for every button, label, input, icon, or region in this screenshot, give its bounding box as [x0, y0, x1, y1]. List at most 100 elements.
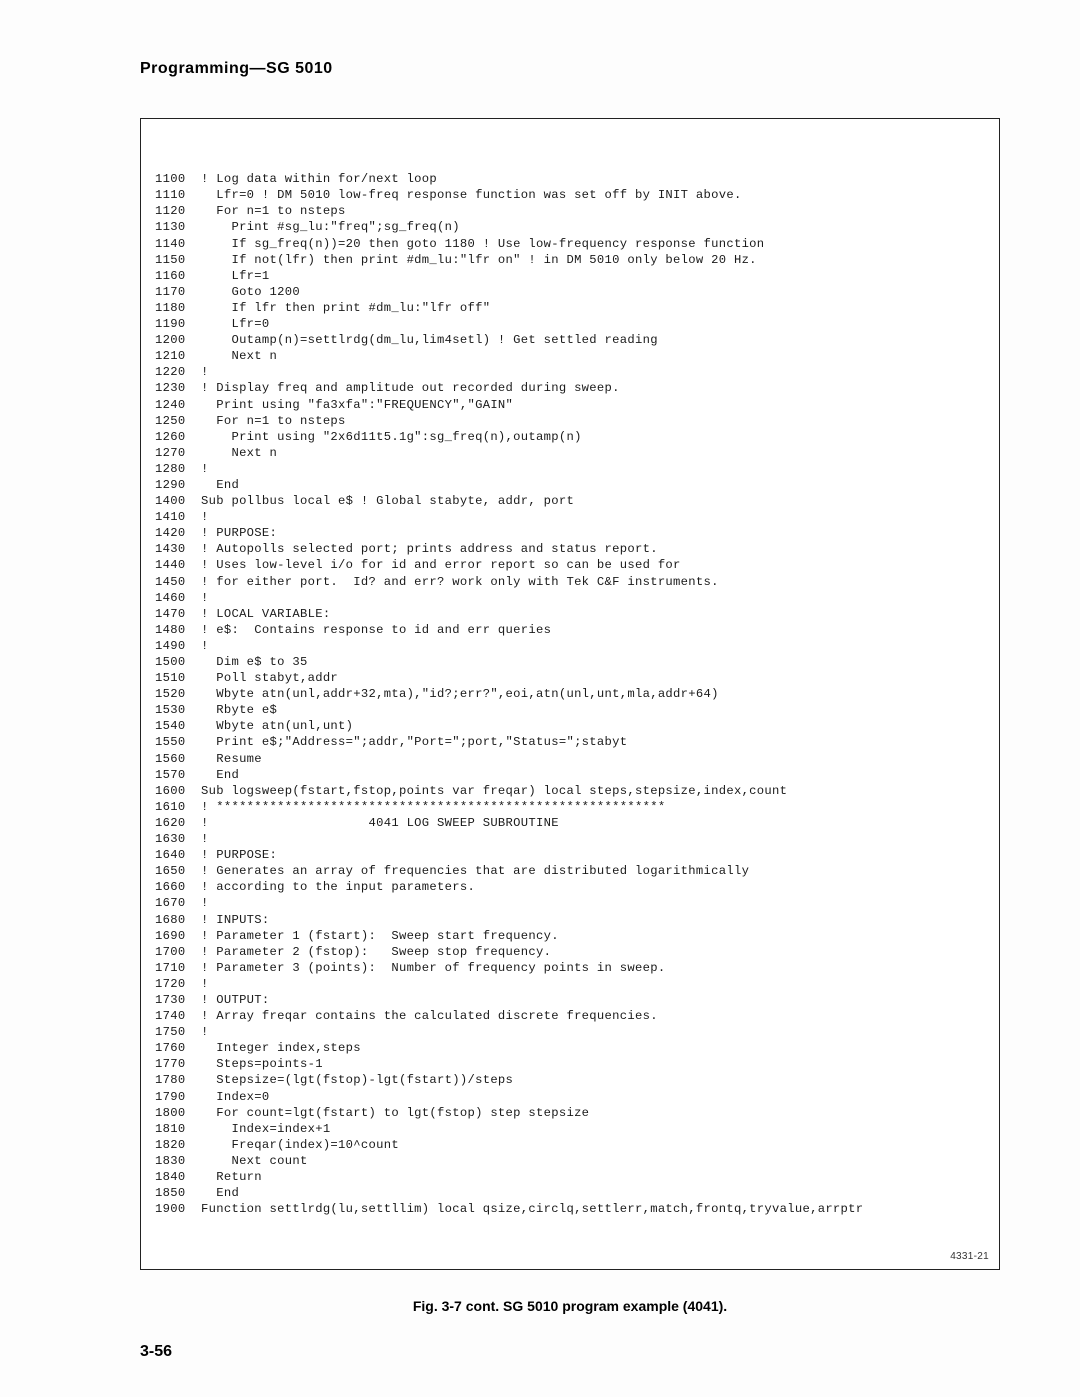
- code-line: 1700! Parameter 2 (fstop): Sweep stop fr…: [155, 944, 985, 960]
- line-number: 1420: [155, 525, 201, 541]
- line-number: 1150: [155, 252, 201, 268]
- code-listing: 1100! Log data within for/next loop1110 …: [140, 118, 1000, 1270]
- code-line: 1510 Poll stabyt,addr: [155, 670, 985, 686]
- code-line: 1810 Index=index+1: [155, 1121, 985, 1137]
- line-text: Freqar(index)=10^count: [201, 1138, 399, 1152]
- line-text: Print using "2x6d11t5.1g":sg_freq(n),out…: [201, 430, 582, 444]
- code-line: 1280!: [155, 461, 985, 477]
- line-number: 1560: [155, 751, 201, 767]
- line-text: ! Array freqar contains the calculated d…: [201, 1009, 658, 1023]
- code-line: 1210 Next n: [155, 348, 985, 364]
- line-text: !: [201, 462, 209, 476]
- line-text: For n=1 to nsteps: [201, 414, 346, 428]
- line-number: 1500: [155, 654, 201, 670]
- line-number: 1470: [155, 606, 201, 622]
- line-text: Next n: [201, 349, 277, 363]
- code-line: 1830 Next count: [155, 1153, 985, 1169]
- line-number: 1410: [155, 509, 201, 525]
- line-text: ! Uses low-level i/o for id and error re…: [201, 558, 681, 572]
- line-number: 1220: [155, 364, 201, 380]
- line-text: Stepsize=(lgt(fstop)-lgt(fstart))/steps: [201, 1073, 513, 1087]
- line-number: 1520: [155, 686, 201, 702]
- code-line: 1270 Next n: [155, 445, 985, 461]
- line-text: ! Parameter 2 (fstop): Sweep stop freque…: [201, 945, 551, 959]
- line-number: 1170: [155, 284, 201, 300]
- line-number: 1640: [155, 847, 201, 863]
- line-text: ! Parameter 1 (fstart): Sweep start freq…: [201, 929, 559, 943]
- line-text: ! Log data within for/next loop: [201, 172, 437, 186]
- line-number: 1850: [155, 1185, 201, 1201]
- code-line: 1620! 4041 LOG SWEEP SUBROUTINE: [155, 815, 985, 831]
- line-number: 1120: [155, 203, 201, 219]
- code-line: 1450! for either port. Id? and err? work…: [155, 574, 985, 590]
- code-line: 1610! **********************************…: [155, 799, 985, 815]
- line-text: Resume: [201, 752, 262, 766]
- line-text: Lfr=0: [201, 317, 270, 331]
- code-line: 1190 Lfr=0: [155, 316, 985, 332]
- line-number: 1240: [155, 397, 201, 413]
- code-line: 1570 End: [155, 767, 985, 783]
- line-text: ! LOCAL VARIABLE:: [201, 607, 330, 621]
- line-text: !: [201, 977, 209, 991]
- code-line: 1260 Print using "2x6d11t5.1g":sg_freq(n…: [155, 429, 985, 445]
- line-number: 1440: [155, 557, 201, 573]
- line-number: 1680: [155, 912, 201, 928]
- line-text: Wbyte atn(unl,addr+32,mta),"id?;err?",eo…: [201, 687, 719, 701]
- line-text: Goto 1200: [201, 285, 300, 299]
- code-line: 1200 Outamp(n)=settlrdg(dm_lu,lim4setl) …: [155, 332, 985, 348]
- line-number: 1800: [155, 1105, 201, 1121]
- line-number: 1460: [155, 590, 201, 606]
- line-number: 1810: [155, 1121, 201, 1137]
- line-number: 1430: [155, 541, 201, 557]
- code-line: 1120 For n=1 to nsteps: [155, 203, 985, 219]
- line-number: 1600: [155, 783, 201, 799]
- code-line: 1900Function settlrdg(lu,settllim) local…: [155, 1201, 985, 1217]
- code-line: 1440! Uses low-level i/o for id and erro…: [155, 557, 985, 573]
- figure-caption: Fig. 3-7 cont. SG 5010 program example (…: [140, 1298, 1000, 1314]
- line-text: Sub pollbus local e$ ! Global stabyte, a…: [201, 494, 574, 508]
- line-number: 1270: [155, 445, 201, 461]
- line-number: 1110: [155, 187, 201, 203]
- line-text: End: [201, 768, 239, 782]
- line-text: !: [201, 1025, 209, 1039]
- line-number: 1260: [155, 429, 201, 445]
- line-text: ! INPUTS:: [201, 913, 270, 927]
- code-line: 1490!: [155, 638, 985, 654]
- line-number: 1710: [155, 960, 201, 976]
- line-number: 1290: [155, 477, 201, 493]
- line-text: Poll stabyt,addr: [201, 671, 338, 685]
- code-line: 1100! Log data within for/next loop: [155, 171, 985, 187]
- code-line: 1730! OUTPUT:: [155, 992, 985, 1008]
- page-number: 3-56: [140, 1343, 172, 1361]
- line-text: Lfr=0 ! DM 5010 low-freq response functi…: [201, 188, 742, 202]
- code-line: 1760 Integer index,steps: [155, 1040, 985, 1056]
- code-line: 1530 Rbyte e$: [155, 702, 985, 718]
- code-line: 1750!: [155, 1024, 985, 1040]
- code-line: 1110 Lfr=0 ! DM 5010 low-freq response f…: [155, 187, 985, 203]
- line-number: 1570: [155, 767, 201, 783]
- code-line: 1560 Resume: [155, 751, 985, 767]
- line-text: Return: [201, 1170, 262, 1184]
- line-number: 1160: [155, 268, 201, 284]
- code-line: 1170 Goto 1200: [155, 284, 985, 300]
- line-text: End: [201, 478, 239, 492]
- code-line: 1690! Parameter 1 (fstart): Sweep start …: [155, 928, 985, 944]
- line-text: !: [201, 591, 209, 605]
- code-line: 1130 Print #sg_lu:"freq";sg_freq(n): [155, 219, 985, 235]
- page-header: Programming—SG 5010: [140, 60, 1000, 78]
- line-text: !: [201, 832, 209, 846]
- code-line: 1150 If not(lfr) then print #dm_lu:"lfr …: [155, 252, 985, 268]
- line-number: 1650: [155, 863, 201, 879]
- code-line: 1740! Array freqar contains the calculat…: [155, 1008, 985, 1024]
- code-line: 1660! according to the input parameters.: [155, 879, 985, 895]
- line-number: 1630: [155, 831, 201, 847]
- code-line: 1820 Freqar(index)=10^count: [155, 1137, 985, 1153]
- code-line: 1220!: [155, 364, 985, 380]
- line-text: Print e$;"Address=";addr,"Port=";port,"S…: [201, 735, 627, 749]
- line-text: Print using "fa3xfa":"FREQUENCY","GAIN": [201, 398, 513, 412]
- line-number: 1610: [155, 799, 201, 815]
- line-number: 1190: [155, 316, 201, 332]
- line-text: Steps=points-1: [201, 1057, 323, 1071]
- line-number: 1700: [155, 944, 201, 960]
- line-number: 1620: [155, 815, 201, 831]
